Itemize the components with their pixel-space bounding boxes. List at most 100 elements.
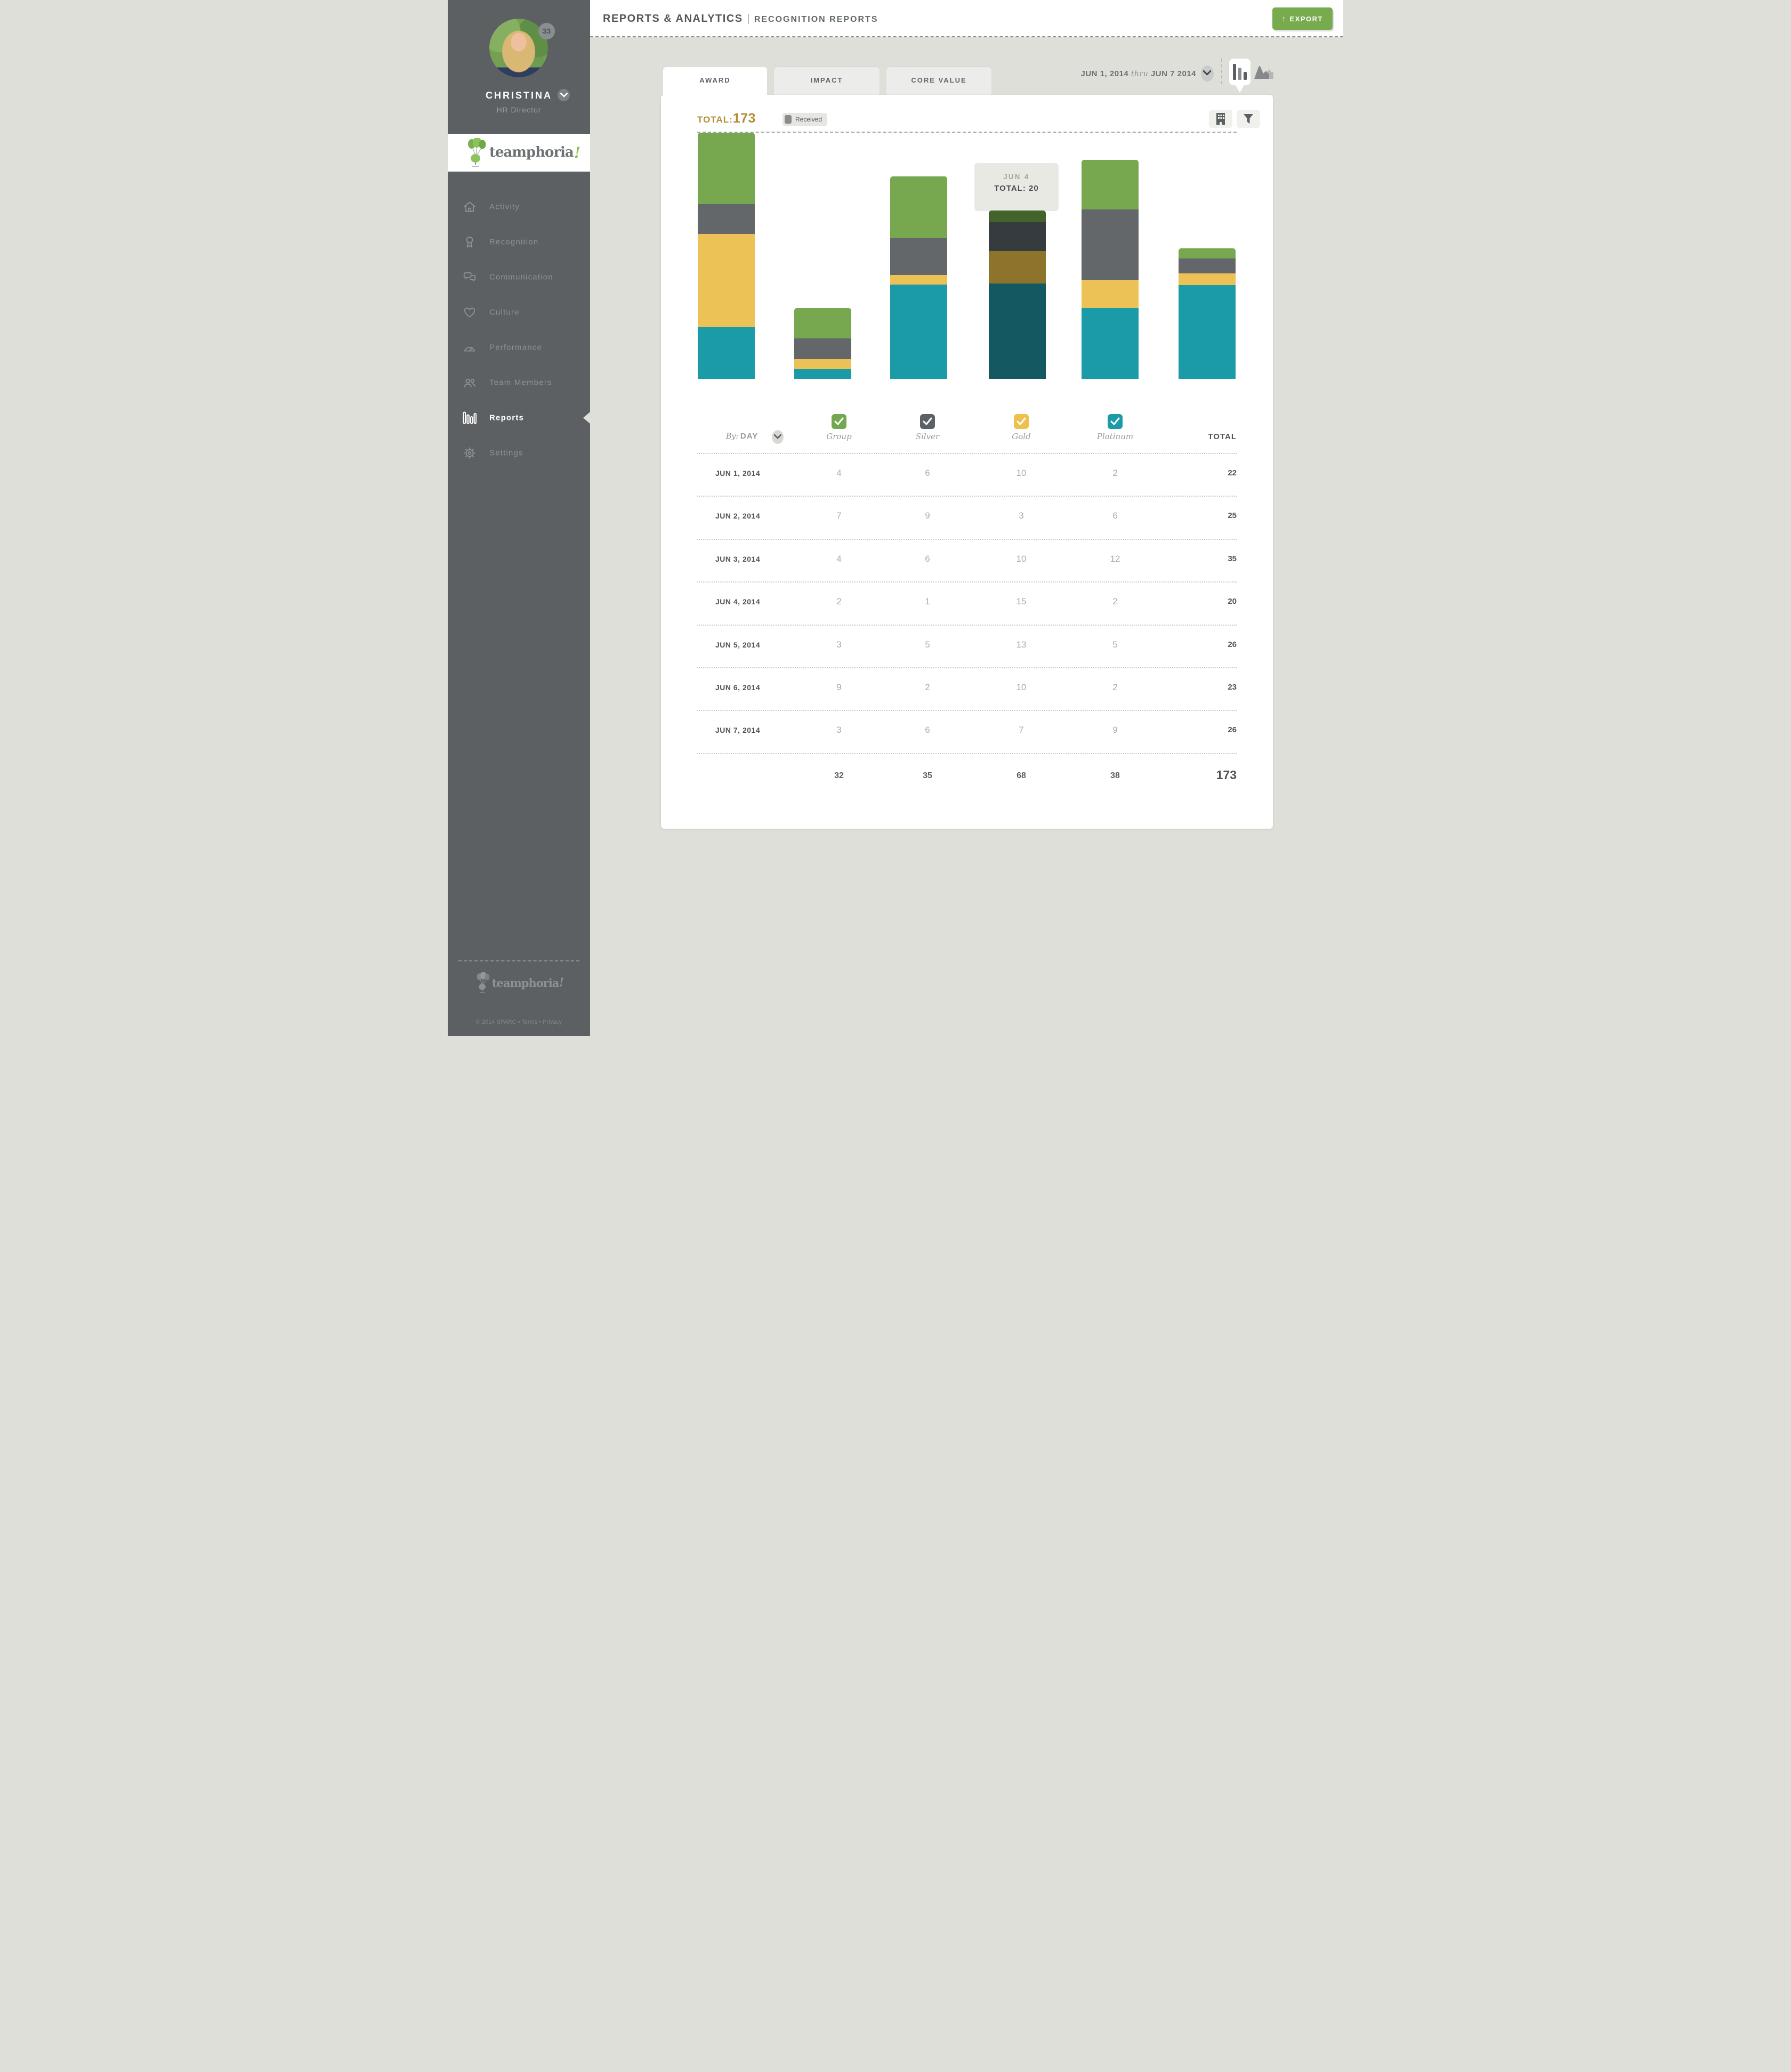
cell-value: 10	[1016, 553, 1027, 564]
chart-bar-jun-5[interactable]	[1082, 160, 1139, 379]
chart-bar-jun-6[interactable]	[1179, 248, 1236, 379]
group-by-chevron-icon[interactable]	[772, 430, 784, 444]
bar-segment-gold	[890, 275, 947, 285]
sidebar-item-label: Communication	[489, 272, 553, 282]
cell-value: 4	[836, 468, 842, 478]
row-total: 35	[1228, 554, 1237, 563]
cell-value: 6	[925, 725, 930, 735]
column-label-silver: Silver	[915, 432, 940, 441]
gauge-icon	[463, 341, 477, 354]
bar-segment-gold	[794, 359, 851, 369]
cell-value: 3	[836, 639, 842, 650]
bar-segment-gold	[989, 251, 1046, 284]
table-row: JUN 7, 2014 3 6 7 9 26	[697, 710, 1237, 752]
user-role: HR Director	[496, 106, 542, 114]
checkbox-platinum[interactable]	[1108, 414, 1123, 429]
cell-value: 12	[1110, 553, 1120, 564]
sidebar-item-culture[interactable]: Culture	[448, 295, 590, 330]
table-row: JUN 4, 2014 2 1 15 2 20	[697, 581, 1237, 624]
bar-segment-group	[890, 176, 947, 238]
bar-segment-platinum	[1179, 285, 1236, 379]
bar-segment-platinum	[698, 327, 755, 379]
row-date: JUN 2, 2014	[715, 512, 761, 521]
export-button[interactable]: ↑ EXPORT	[1272, 7, 1333, 30]
table-footer-row: 173 32 35 68 38	[697, 753, 1237, 829]
cell-value: 5	[925, 639, 930, 650]
sidebar-nav: Activity Recognition Communication Culture P…	[448, 189, 590, 471]
terms-link[interactable]: Terms	[521, 1019, 538, 1025]
funnel-icon	[1244, 114, 1253, 124]
area-chart-toggle[interactable]	[1254, 63, 1273, 81]
bar-segment-platinum	[890, 285, 947, 379]
grand-total: 173	[1216, 768, 1237, 782]
user-name: CHRISTINA	[486, 90, 552, 101]
cell-value: 9	[1112, 725, 1118, 735]
cell-value: 13	[1016, 639, 1027, 650]
group-by-selector[interactable]: By: DAY	[726, 430, 784, 444]
checkbox-silver[interactable]	[920, 414, 935, 429]
sidebar-item-performance[interactable]: Performance	[448, 330, 590, 365]
checkbox-gold[interactable]	[1014, 414, 1029, 429]
received-filter-badge[interactable]: Received	[782, 113, 828, 126]
copyright-text: © 2014 SPARC	[475, 1019, 517, 1025]
date-range-chevron-icon[interactable]	[1201, 66, 1214, 82]
notification-badge[interactable]: 33	[538, 23, 555, 39]
home-icon	[463, 200, 477, 214]
sidebar-item-reports[interactable]: Reports	[448, 400, 590, 435]
checkbox-group[interactable]	[832, 414, 846, 429]
bar-segment-silver	[989, 222, 1046, 251]
page-title: REPORTS & ANALYTICS	[603, 13, 743, 25]
table-row: JUN 6, 2014 9 2 10 2 23	[697, 667, 1237, 710]
cell-value: 6	[925, 553, 930, 564]
report-card: TOTAL:173 Received JUN 4 TOTAL: 20	[661, 95, 1273, 829]
toolbar-divider	[1221, 59, 1222, 84]
total-column-header: TOTAL	[1208, 432, 1237, 441]
avatar[interactable]	[489, 19, 548, 77]
sidebar-item-label: Activity	[489, 202, 520, 212]
total-summary: TOTAL:173	[697, 111, 756, 126]
bar-segment-platinum	[1082, 308, 1139, 379]
chart-bar-jun-2[interactable]	[794, 308, 851, 379]
row-total: 20	[1228, 597, 1237, 606]
tab-impact[interactable]: IMPACT	[774, 67, 880, 95]
page: 33 CHRISTINA HR Director	[448, 0, 1343, 1036]
upload-arrow-icon: ↑	[1281, 14, 1287, 23]
table-row: JUN 1, 2014 4 6 10 2 22	[697, 453, 1237, 496]
footer-column-total: 35	[923, 771, 932, 780]
sidebar-item-team-members[interactable]: Team Members	[448, 365, 590, 400]
tab-core-value[interactable]: CORE VALUE	[886, 67, 991, 95]
sidebar-item-label: Recognition	[489, 237, 539, 247]
sidebar-item-label: Settings	[489, 448, 523, 458]
sidebar-item-activity[interactable]: Activity	[448, 189, 590, 224]
checkmark-icon	[1110, 417, 1120, 425]
bar-chart-toggle[interactable]	[1229, 59, 1251, 93]
page-subtitle: RECOGNITION REPORTS	[754, 15, 878, 24]
bar-segment-gold	[1082, 280, 1139, 308]
chart-bar-jun-4[interactable]	[989, 211, 1046, 379]
footer-column-total: 32	[834, 771, 844, 780]
bar-segment-gold	[698, 234, 755, 327]
cell-value: 10	[1016, 682, 1027, 692]
cell-value: 6	[1112, 511, 1118, 521]
bar-segment-group	[989, 211, 1046, 222]
cell-value: 9	[836, 682, 842, 692]
filter-button[interactable]	[1237, 110, 1260, 128]
privacy-link[interactable]: Privacy	[543, 1019, 562, 1025]
sidebar-footer-logo[interactable]: teamphoria!	[448, 972, 590, 993]
chart-bar-jun-1[interactable]	[698, 133, 755, 379]
sidebar-item-settings[interactable]: Settings	[448, 435, 590, 471]
sidebar-item-recognition[interactable]: Recognition	[448, 224, 590, 260]
bar-segment-group	[794, 308, 851, 338]
balloons-icon	[468, 138, 486, 167]
department-filter-button[interactable]	[1209, 110, 1232, 128]
date-range-selector[interactable]: JUN 1, 2014 thru JUN 7 2014	[1080, 69, 1196, 78]
tab-award[interactable]: AWARD	[663, 67, 767, 95]
chart-bar-jun-3[interactable]	[890, 176, 947, 379]
bar-segment-group	[1179, 248, 1236, 258]
sidebar-item-label: Performance	[489, 343, 543, 352]
cell-value: 9	[925, 511, 930, 521]
sidebar-item-communication[interactable]: Communication	[448, 260, 590, 295]
teamphoria-logo[interactable]: teamphoria!	[464, 138, 580, 167]
cell-value: 3	[836, 725, 842, 735]
user-menu-chevron-icon[interactable]	[558, 89, 570, 101]
